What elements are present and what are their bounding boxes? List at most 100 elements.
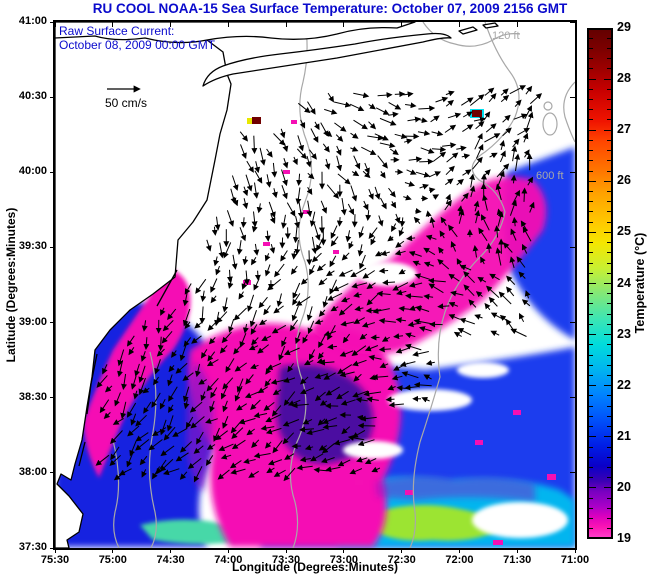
cb-tick-left bbox=[589, 252, 593, 254]
y-tick-label: 40:30 bbox=[18, 90, 47, 103]
y-tick bbox=[50, 96, 55, 98]
x-tick-top bbox=[516, 22, 518, 27]
x-tick-label: 75:00 bbox=[98, 554, 127, 566]
page-title: RU COOL NOAA-15 Sea Surface Temperature:… bbox=[92, 1, 568, 16]
y-tick-label: 38:30 bbox=[18, 390, 47, 403]
annotation-line2: October 08, 2009 00:00 GMT bbox=[59, 38, 216, 52]
cb-tick-left bbox=[589, 518, 593, 520]
cb-tick-right bbox=[604, 283, 611, 284]
x-tick-label: 71:00 bbox=[560, 554, 590, 566]
x-tick-label: 72:30 bbox=[387, 554, 416, 566]
colorbar-tick-label: 25 bbox=[617, 224, 631, 239]
x-tick-label: 72:00 bbox=[445, 554, 474, 566]
cb-tick-left bbox=[589, 160, 593, 162]
barrier-islands bbox=[78, 269, 178, 467]
cb-tick-right bbox=[607, 170, 611, 172]
land-west bbox=[55, 22, 232, 548]
island-east-2 bbox=[482, 22, 499, 29]
cb-tick-right bbox=[607, 456, 611, 458]
colorbar-gradient bbox=[589, 30, 611, 537]
cb-tick-right bbox=[607, 528, 611, 530]
land-long-island bbox=[202, 32, 452, 87]
y-tick-right bbox=[570, 472, 575, 474]
colorbar-tick-label: 20 bbox=[617, 479, 631, 494]
y-tick-label: 41:00 bbox=[18, 15, 47, 27]
cb-tick-right bbox=[604, 385, 611, 387]
sst-specks bbox=[243, 120, 556, 545]
map-plot: Raw Surface Current: October 08, 2009 00… bbox=[53, 20, 577, 550]
cb-tick-left bbox=[589, 487, 596, 489]
cb-tick-left bbox=[589, 507, 593, 509]
x-tick-label: 73:30 bbox=[272, 554, 301, 566]
y-tick-right bbox=[570, 322, 575, 324]
cb-tick-left bbox=[589, 88, 593, 90]
hot-pixels bbox=[247, 109, 484, 124]
cb-tick-right bbox=[607, 364, 611, 366]
scale-arrow-label: 50 cm/s bbox=[104, 96, 147, 110]
cb-tick-right bbox=[607, 374, 611, 376]
cb-tick-right bbox=[607, 211, 611, 213]
cb-tick-right bbox=[607, 518, 611, 520]
cb-tick-right bbox=[604, 78, 611, 80]
cb-tick-right bbox=[607, 303, 611, 305]
cb-tick-left bbox=[589, 221, 593, 223]
colorbar-tick-label: 22 bbox=[617, 377, 631, 392]
contour-label-600ft: 600 ft bbox=[536, 170, 564, 182]
cb-tick-right bbox=[607, 323, 611, 325]
cb-tick-right bbox=[607, 221, 611, 223]
cb-tick-left bbox=[589, 150, 593, 152]
x-tick-top bbox=[54, 22, 56, 27]
colorbar-tick-label: 29 bbox=[617, 20, 631, 34]
cb-tick-right bbox=[607, 119, 611, 121]
cb-tick-left bbox=[589, 262, 593, 264]
x-tick-label: 71:30 bbox=[503, 554, 532, 566]
cb-tick-right bbox=[604, 487, 611, 489]
x-tick-label: 74:30 bbox=[156, 554, 185, 566]
colorbar-tick-label: 19 bbox=[617, 531, 631, 545]
cb-tick-right bbox=[604, 129, 611, 131]
current-annotation: Raw Surface Current: October 08, 2009 00… bbox=[59, 24, 215, 52]
cb-tick-right bbox=[607, 68, 611, 70]
x-tick bbox=[227, 548, 229, 553]
cb-tick-right bbox=[607, 37, 611, 39]
cb-tick-right bbox=[607, 160, 611, 162]
cb-tick-left bbox=[589, 477, 593, 479]
x-tick-top bbox=[227, 22, 229, 27]
cb-tick-right bbox=[607, 507, 611, 509]
cb-tick-left bbox=[589, 99, 593, 101]
contour-label-120ft: 120 ft bbox=[492, 30, 520, 42]
y-tick-label: 37:30 bbox=[18, 541, 47, 553]
cb-tick-left bbox=[589, 323, 593, 325]
y-tick bbox=[50, 547, 55, 549]
y-tick-label: 39:30 bbox=[18, 240, 47, 253]
cb-tick-right bbox=[607, 272, 611, 274]
cb-tick-left bbox=[589, 344, 593, 346]
colorbar-tick-label: 27 bbox=[617, 122, 631, 137]
cb-tick-right bbox=[607, 139, 611, 141]
cb-tick-left bbox=[589, 303, 593, 305]
x-tick bbox=[458, 548, 460, 553]
cb-tick-right bbox=[607, 201, 611, 203]
cb-tick-left bbox=[589, 446, 593, 448]
y-tick bbox=[50, 322, 55, 324]
cb-tick-left bbox=[589, 139, 593, 141]
cb-tick-left bbox=[589, 456, 593, 458]
x-tick bbox=[54, 548, 56, 553]
x-tick bbox=[170, 548, 172, 553]
cb-tick-left bbox=[589, 466, 593, 468]
y-tick-right bbox=[570, 547, 575, 549]
cb-tick-right bbox=[607, 293, 611, 295]
cb-tick-left bbox=[589, 354, 593, 356]
x-tick-label: 74:00 bbox=[214, 554, 243, 566]
cb-tick-left bbox=[589, 78, 596, 80]
cb-tick-left bbox=[589, 426, 593, 428]
x-tick-top bbox=[401, 22, 403, 27]
x-tick-label: 73:00 bbox=[329, 554, 358, 566]
colorbar-tick-label: 21 bbox=[617, 428, 631, 443]
cb-tick-right bbox=[607, 99, 611, 101]
y-tick bbox=[50, 21, 55, 23]
cb-tick-right bbox=[607, 242, 611, 244]
cb-tick-left bbox=[589, 283, 596, 284]
cb-tick-left bbox=[589, 37, 593, 39]
